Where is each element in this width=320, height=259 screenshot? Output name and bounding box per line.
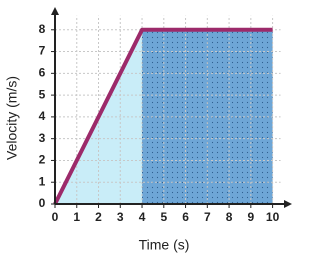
x-tick-label: 3 xyxy=(117,210,124,224)
x-tick-label: 10 xyxy=(266,210,280,224)
x-tick-label: 0 xyxy=(52,210,59,224)
y-axis-arrow xyxy=(51,7,59,15)
y-tick-label: 3 xyxy=(39,131,46,145)
grid xyxy=(54,15,281,205)
marks xyxy=(53,27,273,205)
x-tick-label: 2 xyxy=(95,210,102,224)
chart: Time (s) Velocity (m/s) 0 1 2 3 4 5 6 7 8 9 100123… xyxy=(4,7,292,253)
y-axis-title: Velocity (m/s) xyxy=(4,76,20,160)
y-tick-label: 8 xyxy=(39,22,46,36)
x-tick-label: 8 xyxy=(226,210,233,224)
x-tick-label: 7 xyxy=(204,210,211,224)
y-tick-label: 6 xyxy=(39,66,46,80)
y-tick-label: 2 xyxy=(39,153,46,167)
x-tick-label: 5 xyxy=(160,210,167,224)
y-tick-label: 0 xyxy=(39,196,46,210)
y-tick-label: 1 xyxy=(39,174,46,188)
y-tick-label: 7 xyxy=(39,44,46,58)
y-tick-label: 4 xyxy=(39,109,46,123)
line xyxy=(53,27,273,205)
x-axis-title: Time (s) xyxy=(139,237,190,253)
x-tick-label: 4 xyxy=(139,210,146,224)
x-axis-arrow xyxy=(284,200,292,208)
y-tick-label: 5 xyxy=(39,87,46,101)
x-tick-label: 6 xyxy=(182,210,189,224)
x-tick-label: 1 xyxy=(73,210,80,224)
x-tick-label: 9 xyxy=(247,210,254,224)
